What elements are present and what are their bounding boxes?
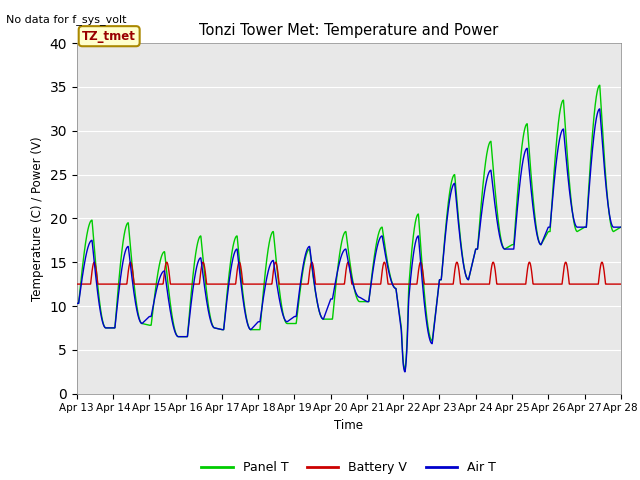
Title: Tonzi Tower Met: Temperature and Power: Tonzi Tower Met: Temperature and Power: [199, 23, 499, 38]
Text: No data for f_sys_volt: No data for f_sys_volt: [6, 14, 127, 25]
Y-axis label: Temperature (C) / Power (V): Temperature (C) / Power (V): [31, 136, 44, 300]
X-axis label: Time: Time: [334, 419, 364, 432]
Legend: Panel T, Battery V, Air T: Panel T, Battery V, Air T: [196, 456, 501, 479]
Text: TZ_tmet: TZ_tmet: [82, 30, 136, 43]
